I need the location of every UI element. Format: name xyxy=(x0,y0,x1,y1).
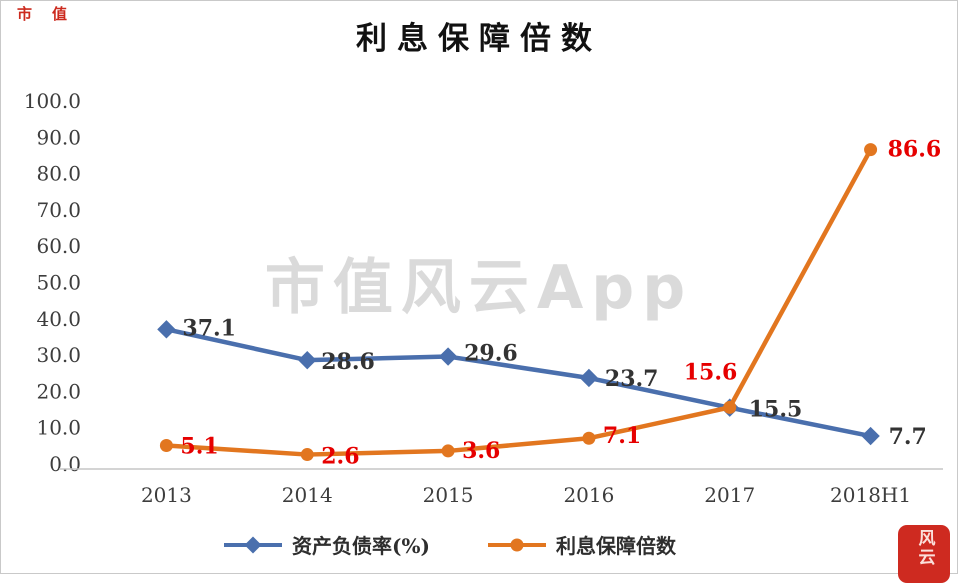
svg-text:50.0: 50.0 xyxy=(36,271,81,295)
svg-text:100.0: 100.0 xyxy=(24,89,81,113)
chart-title: 利息保障倍数 xyxy=(356,21,602,57)
legend-item: 资产负债率(%) xyxy=(222,530,430,559)
seal-text: 风云 xyxy=(914,529,935,567)
svg-text:2016: 2016 xyxy=(563,483,614,507)
svg-text:90.0: 90.0 xyxy=(36,125,81,149)
svg-text:15.6: 15.6 xyxy=(684,359,738,385)
svg-text:5.1: 5.1 xyxy=(180,433,218,459)
watermark: 市值风云App xyxy=(264,253,694,323)
svg-text:7.7: 7.7 xyxy=(889,424,927,450)
svg-text:10.0: 10.0 xyxy=(36,416,81,440)
svg-text:0.0: 0.0 xyxy=(49,452,81,476)
svg-text:20.0: 20.0 xyxy=(36,379,81,403)
seal-logo: 风云 xyxy=(898,525,950,583)
svg-text:2015: 2015 xyxy=(423,483,474,507)
legend-item: 利息保障倍数 xyxy=(486,530,676,559)
svg-text:23.7: 23.7 xyxy=(605,366,659,392)
legend: 资产负债率(%) 利息保障倍数 xyxy=(1,530,897,559)
svg-text:2013: 2013 xyxy=(141,483,192,507)
svg-text:2018H1: 2018H1 xyxy=(830,483,911,507)
svg-text:30.0: 30.0 xyxy=(36,343,81,367)
svg-text:37.1: 37.1 xyxy=(182,315,236,341)
svg-text:29.6: 29.6 xyxy=(464,341,518,367)
circle-marker-swatch xyxy=(487,538,546,551)
diamond-marker-swatch xyxy=(224,536,283,553)
svg-text:40.0: 40.0 xyxy=(36,307,81,331)
svg-text:15.5: 15.5 xyxy=(749,397,803,423)
svg-text:2014: 2014 xyxy=(282,483,333,507)
svg-text:80.0: 80.0 xyxy=(36,162,81,186)
svg-text:60.0: 60.0 xyxy=(36,234,81,258)
svg-text:28.6: 28.6 xyxy=(321,349,375,375)
svg-text:86.6: 86.6 xyxy=(888,137,942,163)
svg-text:2.6: 2.6 xyxy=(321,444,359,470)
svg-text:3.6: 3.6 xyxy=(462,438,500,464)
svg-text:2017: 2017 xyxy=(704,483,755,507)
svg-text:7.1: 7.1 xyxy=(603,423,641,449)
legend-label: 利息保障倍数 xyxy=(555,534,676,558)
svg-text:70.0: 70.0 xyxy=(36,198,81,222)
legend-label: 资产负债率(%) xyxy=(292,534,430,558)
corner-marks: 市值 xyxy=(17,5,88,23)
